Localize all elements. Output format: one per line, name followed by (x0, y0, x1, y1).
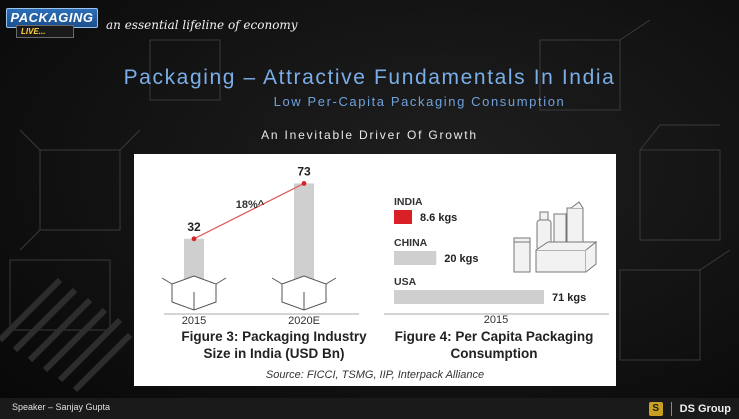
footer-bar: Speaker – Sanjay Gupta S DS Group (0, 398, 739, 419)
fig3-growth-annotation: 18%^ (236, 199, 265, 211)
logo-top-text: PACKAGING (6, 8, 98, 28)
ds-group-text: DS Group (679, 402, 731, 415)
figure3-caption-line2: Size in India (USD Bn) (203, 346, 345, 361)
fig3-value-label-2015: 32 (187, 220, 201, 234)
package-box-icon (161, 275, 227, 311)
fig3-category-label-2015: 2015 (182, 315, 206, 327)
product-packages-icon (513, 201, 598, 273)
fig4-value-label-INDIA: 8.6 kgs (420, 212, 457, 224)
figure-panel: 32 2015 73 2020E 18%^ INDIA 8.6 kgs CHINA 20 kgs… (134, 154, 616, 386)
fig3-value-label-2020E: 73 (297, 164, 311, 178)
slide-driver-text: An Inevitable Driver Of Growth (261, 128, 478, 142)
source-note: Source: FICCI, TSMG, IIP, Interpack Alli… (265, 369, 485, 381)
fig3-bar-2020E (294, 183, 314, 282)
figure4-caption-line1: Figure 4: Per Capita Packaging (394, 329, 594, 344)
fig3-growth-line (193, 182, 305, 240)
fig3-bar-2015 (184, 238, 204, 282)
charts-svg: 32 2015 73 2020E 18%^ INDIA 8.6 kgs CHINA 20 kgs… (161, 164, 609, 327)
figure3-caption: Figure 3: Packaging Industry Size in Ind… (174, 328, 374, 362)
speaker-name: Speaker – Sanjay Gupta (12, 402, 111, 412)
logo-bottom-text: LIVE... (16, 25, 74, 38)
tagline: an essential lifeline of economy (106, 18, 298, 32)
brand-divider (670, 401, 672, 416)
packaging-live-logo: PACKAGING LIVE... (6, 8, 98, 38)
fig4-category-label-INDIA: INDIA (394, 196, 423, 208)
figure4-caption: Figure 4: Per Capita Packaging Consumpti… (377, 328, 611, 362)
fig4-bar-INDIA (394, 210, 412, 224)
slide-subtitle: Low Per-Capita Packaging Consumption (273, 94, 566, 109)
figure4-caption-line2: Consumption (450, 346, 538, 361)
figure3-caption-line1: Figure 3: Packaging Industry (181, 329, 367, 344)
package-box-icon (271, 275, 337, 311)
fig3-point-2015 (191, 236, 197, 242)
fig4-bar-CHINA (394, 251, 437, 265)
slide-title: Packaging – Attractive Fundamentals In I… (123, 66, 616, 89)
ds-group-brand: S DS Group (648, 400, 731, 417)
fig4-category-label-USA: USA (394, 276, 417, 288)
fig4-category-label-CHINA: CHINA (394, 237, 428, 249)
fig4-value-label-USA: 71 kgs (552, 292, 586, 304)
fig4-bar-USA (394, 290, 544, 304)
ds-group-logo-icon: S (648, 401, 663, 416)
fig3-point-2020E (301, 181, 307, 186)
fig4-value-label-CHINA: 20 kgs (444, 253, 478, 265)
fig4-year-label: 2015 (484, 314, 508, 326)
fig3-category-label-2020E: 2020E (288, 315, 320, 327)
